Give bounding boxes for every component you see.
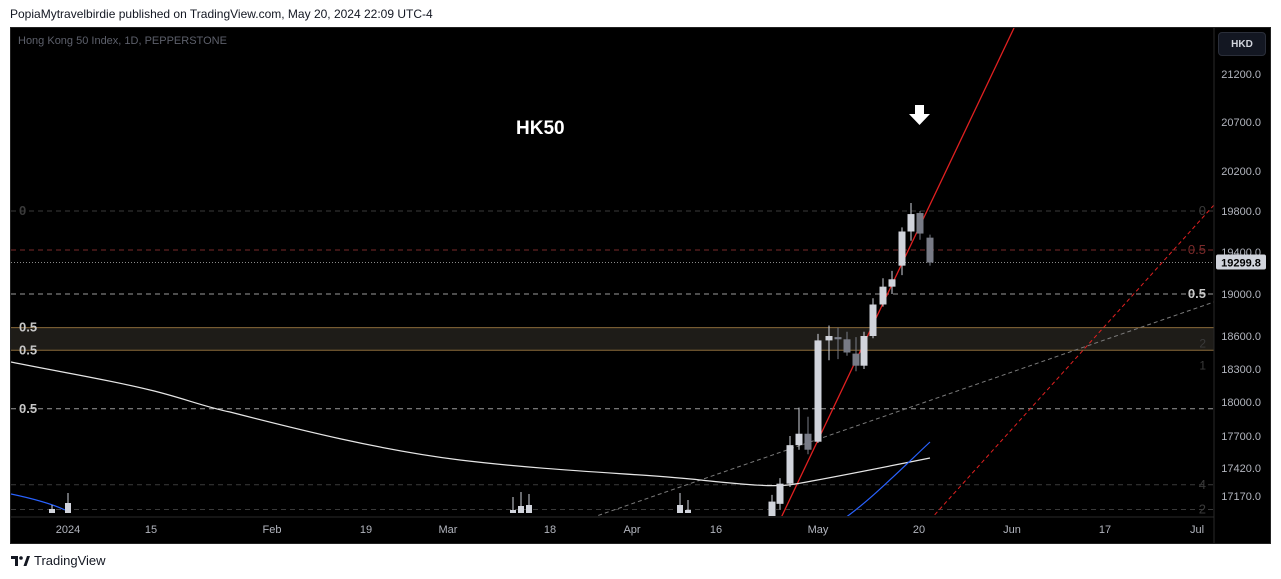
early-candle-body [49, 509, 55, 513]
y-tick-label: 17170.0 [1221, 491, 1261, 503]
fib-right-faint-label: 1 [1199, 359, 1206, 373]
chart-title: HK50 [516, 118, 565, 139]
x-tick-label: Feb [263, 524, 282, 536]
x-tick-label: 20 [913, 524, 925, 536]
red-trendline [781, 28, 1015, 516]
y-tick-label: 18000.0 [1221, 397, 1261, 409]
fib-right-label: 4 [1199, 477, 1206, 492]
chart-frame[interactable] [10, 27, 1271, 544]
fib-right-label: 0 [1199, 203, 1206, 218]
plot-area: 0 0 0.5 0.5 0.5 0.5 0.5 4 2 2 1 [11, 28, 1214, 516]
y-tick-label: 21200.0 [1221, 69, 1261, 81]
down-arrow-icon [909, 105, 930, 125]
moving-average-blue-left [11, 493, 66, 511]
fib-left-label: 0.5 [19, 320, 37, 335]
candle-body [768, 501, 776, 516]
current-price-label: 19299.8 [1221, 258, 1261, 270]
moving-average-blue [846, 441, 931, 516]
candle-body [786, 445, 794, 484]
x-tick-label: May [808, 524, 829, 536]
candle-body [776, 483, 784, 504]
candle-body [860, 336, 868, 366]
early-candle-body [526, 505, 532, 513]
tradingview-logo-icon [11, 555, 30, 566]
x-tick-label: 16 [710, 524, 722, 536]
early-candle-body [510, 510, 516, 513]
x-tick-label: Apr [623, 524, 640, 536]
candle-body [898, 231, 906, 266]
y-tick-label: 18600.0 [1221, 331, 1261, 343]
candle-body [814, 340, 822, 442]
fib-left-label: 0.5 [19, 401, 37, 416]
current-price-badge [1216, 254, 1266, 270]
x-tick-label: 15 [145, 524, 157, 536]
fib-right-label: 0.5 [1188, 286, 1206, 301]
y-tick-label: 20700.0 [1221, 117, 1261, 129]
fib-right-label: 2 [1199, 501, 1206, 516]
fib-left-label: 0.5 [19, 342, 37, 357]
footer-brand[interactable]: TradingView [10, 553, 106, 568]
x-tick-label: Jun [1003, 524, 1021, 536]
candle-body [888, 279, 896, 287]
y-tick-label: 17700.0 [1221, 431, 1261, 443]
candle-body [795, 433, 803, 446]
footer-brand-label: TradingView [34, 553, 106, 568]
early-candle-body [685, 510, 691, 513]
x-tick-label: 18 [544, 524, 556, 536]
x-tick-label: 17 [1099, 524, 1111, 536]
y-tick-label: 19800.0 [1221, 206, 1261, 218]
candle-body [804, 433, 812, 450]
candle-body [825, 336, 833, 341]
red-dashed-trendline [932, 204, 1214, 516]
x-tick-label: Jul [1190, 524, 1204, 536]
moving-average-white [11, 361, 931, 487]
fib-right-faint-label: 2 [1199, 337, 1206, 351]
y-tick-label: 17420.0 [1221, 463, 1261, 475]
candle-body [926, 237, 934, 263]
fib-zone [11, 327, 1214, 351]
candle-body [852, 353, 860, 366]
fib-right-label: 0.5 [1188, 242, 1206, 257]
candle-body [834, 337, 842, 340]
candle-body [907, 214, 915, 232]
x-tick-label: 2024 [56, 524, 80, 536]
candle-body [879, 286, 887, 305]
candle-body [869, 304, 877, 336]
y-tick-label: 19000.0 [1221, 289, 1261, 301]
publisher-line: PopiaMytravelbirdie published on Trading… [10, 7, 433, 21]
x-tick-label: 19 [360, 524, 372, 536]
y-tick-label: 18300.0 [1221, 364, 1261, 376]
symbol-info: Hong Kong 50 Index, 1D, PEPPERSTONE [18, 35, 227, 47]
currency-button[interactable]: HKD [1218, 32, 1266, 56]
x-tick-label: Mar [439, 524, 458, 536]
channel-trendline [595, 301, 1214, 516]
candle-body [916, 213, 924, 234]
candle-body [843, 339, 851, 353]
early-candle-body [677, 505, 683, 513]
fib-left-label: 0 [19, 203, 26, 218]
early-candle-body [65, 503, 71, 513]
early-candle-body [518, 506, 524, 513]
y-tick-label: 20200.0 [1221, 166, 1261, 178]
